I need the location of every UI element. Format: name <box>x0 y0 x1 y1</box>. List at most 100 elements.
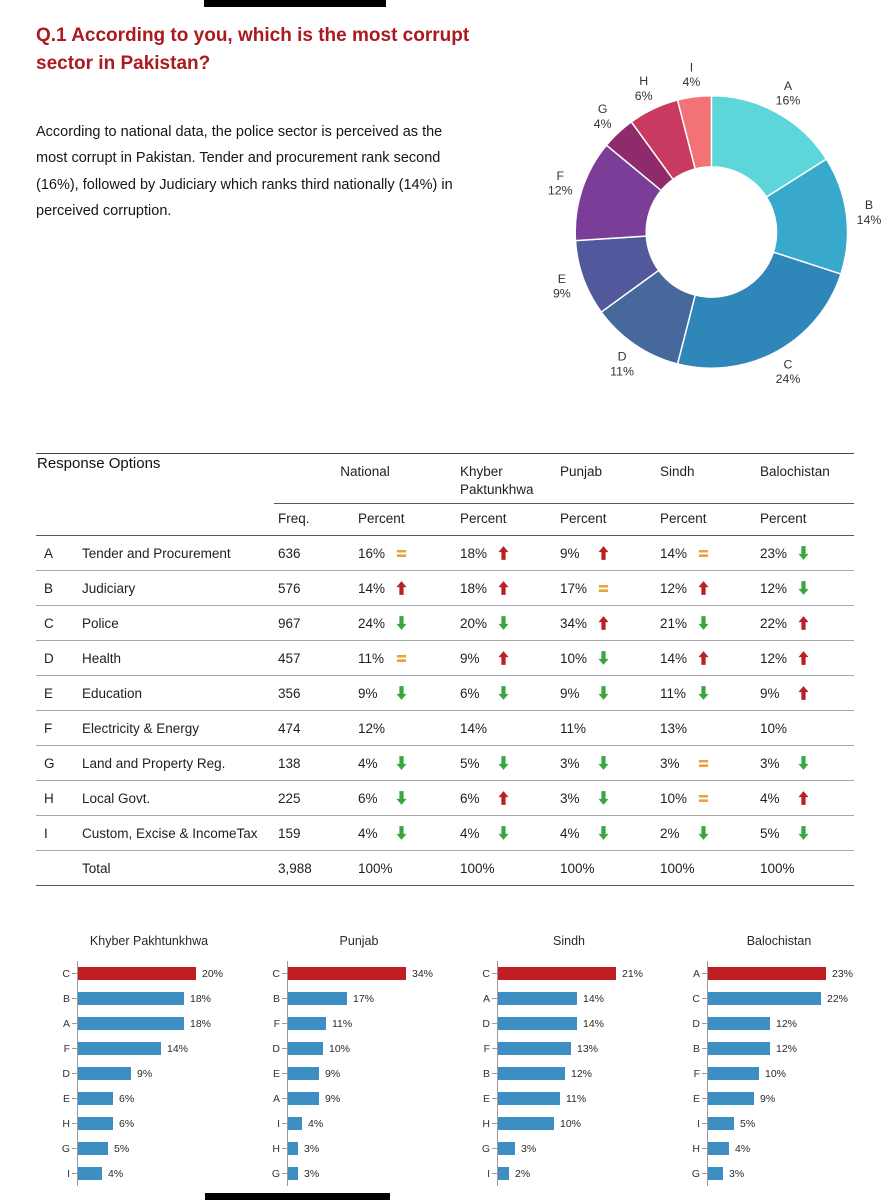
bar-track: 12% <box>707 1011 872 1037</box>
percent-cell: 100% <box>756 850 854 887</box>
row-label-cell: Electricity & Energy <box>78 710 274 747</box>
summary-paragraph: According to national data, the police s… <box>36 124 453 220</box>
row-label-cell: Health <box>78 640 274 677</box>
row-label-cell: Total <box>78 850 274 887</box>
response-table: Response Options National Khyber Paktunk… <box>36 453 854 887</box>
percent-wrap: 10% <box>760 721 798 736</box>
col-header-percent-punjab: Percent <box>556 503 656 537</box>
percent-cell: 3% <box>656 745 756 782</box>
trend-down-icon <box>396 686 407 700</box>
bar-track: 11% <box>497 1086 662 1112</box>
trend-up-icon <box>598 616 609 630</box>
bar-value-label: 4% <box>108 1167 124 1180</box>
bar-row-I: I 4% <box>266 1111 452 1137</box>
percent-wrap: 4% <box>760 791 809 806</box>
percent-cell: 9% <box>456 640 556 677</box>
province-bar-charts: Khyber Pakhtunkhwa C 20% B 18% A 18% F 14% D 9% E 6%… <box>36 934 892 1187</box>
trend-down-icon <box>798 581 809 595</box>
percent-cell: 4% <box>354 815 456 852</box>
row-label-cell: Local Govt. <box>78 780 274 817</box>
bar-value-label: 6% <box>119 1092 135 1105</box>
percent-value: 16% <box>358 545 386 561</box>
bar-row-F: F 13% <box>476 1036 662 1062</box>
axis-tick-icon <box>282 1098 287 1100</box>
frequency-cell: 225 <box>274 780 354 817</box>
response-table-body: A Tender and Procurement 636 16% 18% 9% 14% 23%… <box>36 535 854 887</box>
frequency-cell: 457 <box>274 640 354 677</box>
bar-category-label: A <box>692 967 700 980</box>
percent-wrap: 3% <box>760 756 809 771</box>
percent-wrap: 12% <box>660 581 709 596</box>
percent-value: 4% <box>560 825 580 841</box>
donut-label-I: I 4% <box>683 60 701 89</box>
bar-row-C: C 34% <box>266 961 452 987</box>
trend-down-icon <box>498 616 509 630</box>
percent-value: 6% <box>358 790 378 806</box>
percent-wrap: 10% <box>660 791 709 806</box>
percent-wrap: 4% <box>460 826 509 841</box>
bar-track: 18% <box>77 986 242 1012</box>
trend-down-icon <box>498 826 509 840</box>
percent-value: 17% <box>560 580 588 596</box>
bar-category-label: C <box>692 992 700 1005</box>
bar-track: 18% <box>77 1011 242 1037</box>
trend-down-icon <box>598 791 609 805</box>
row-key-cell: I <box>36 815 78 852</box>
bar-category-label: H <box>692 1142 700 1155</box>
axis-tick-icon <box>282 1048 287 1050</box>
trend-down-icon <box>598 686 609 700</box>
percent-wrap: 23% <box>760 546 809 561</box>
percent-wrap: 4% <box>358 826 407 841</box>
axis-tick-icon <box>282 1023 287 1025</box>
bar-H <box>288 1142 298 1155</box>
bar-category-label: A <box>272 1092 280 1105</box>
percent-value: 12% <box>760 650 788 666</box>
bar-row-B: B 18% <box>56 986 242 1012</box>
bar-category-label: G <box>481 1142 490 1155</box>
percent-wrap: 9% <box>460 651 509 666</box>
row-key-cell: B <box>36 570 78 607</box>
bar-I <box>288 1117 302 1130</box>
bar-track: 13% <box>497 1036 662 1062</box>
bar-row-I: I 2% <box>476 1161 662 1187</box>
bar-D <box>498 1017 577 1030</box>
bar-track: 10% <box>287 1036 452 1062</box>
table-header: Response Options National Khyber Paktunk… <box>36 453 854 537</box>
bar-track: 6% <box>77 1111 242 1137</box>
percent-cell: 9% <box>354 675 456 712</box>
bar-B <box>288 992 347 1005</box>
bar-value-label: 18% <box>190 992 212 1005</box>
bar-row-E: E 6% <box>56 1086 242 1112</box>
bar-C <box>288 967 406 980</box>
bar-category-label: B <box>62 992 70 1005</box>
axis-tick-icon <box>282 973 287 975</box>
percent-value: 12% <box>660 580 688 596</box>
percent-value: 14% <box>460 720 488 736</box>
bar-track: 23% <box>707 961 872 987</box>
percent-cell: 14% <box>656 535 756 572</box>
axis-tick-icon <box>492 1023 497 1025</box>
donut-label-C: C 24% <box>776 357 801 386</box>
bar-H <box>498 1117 554 1130</box>
bar-value-label: 12% <box>776 1042 798 1055</box>
trend-up-icon <box>698 651 709 665</box>
bar-value-label: 18% <box>190 1017 212 1030</box>
percent-wrap: 100% <box>358 861 396 876</box>
trend-equal-icon <box>396 550 407 558</box>
bar-category-label: F <box>63 1042 70 1055</box>
col-header-percent-national: Percent <box>354 503 456 537</box>
bar-value-label: 5% <box>740 1117 756 1130</box>
bar-track: 4% <box>287 1111 452 1137</box>
bar-track: 12% <box>497 1061 662 1087</box>
bar-row-B: B 12% <box>476 1061 662 1087</box>
bar-row-B: B 17% <box>266 986 452 1012</box>
bar-A <box>498 992 577 1005</box>
trend-down-icon <box>598 756 609 770</box>
bar-I <box>78 1167 102 1180</box>
percent-value: 13% <box>660 720 688 736</box>
bar-chart-balochistan: Balochistan A 23% C 22% D 12% B 12% F 10% E 9% I 5% H 4%… <box>686 934 872 1187</box>
bar-value-label: 14% <box>167 1042 189 1055</box>
bar-track: 14% <box>77 1036 242 1062</box>
bar-track: 14% <box>497 986 662 1012</box>
percent-wrap: 5% <box>760 826 809 841</box>
